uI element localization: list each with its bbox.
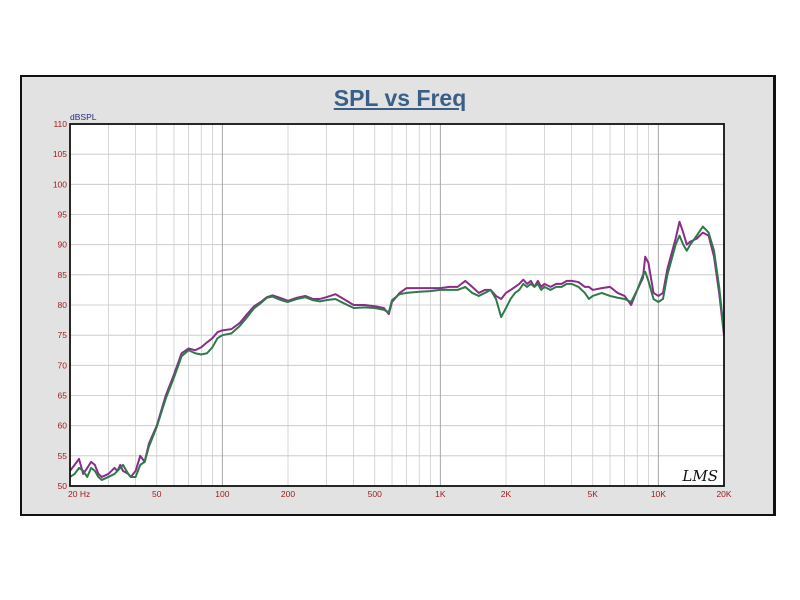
y-tick-label: 85 bbox=[58, 270, 68, 280]
y-axis-ticks: 50 55 60 65 70 75 80 85 90 95 100 105 110 bbox=[53, 119, 67, 491]
chart-title: SPL vs Freq bbox=[333, 85, 467, 111]
x-tick-label: 50 bbox=[152, 489, 162, 499]
x-tick-label: 100 bbox=[215, 489, 229, 499]
plot-border bbox=[69, 123, 725, 487]
x-tick-label: 200 bbox=[281, 489, 295, 499]
x-tick-label: 5K bbox=[588, 489, 599, 499]
y-tick-label: 50 bbox=[58, 481, 68, 491]
x-tick-label: 20K bbox=[716, 489, 731, 499]
y-tick-label: 65 bbox=[58, 391, 68, 401]
y-axis-label: dBSPL bbox=[70, 112, 97, 122]
y-tick-label: 80 bbox=[58, 300, 68, 310]
x-axis-ticks: 20 Hz 50 100 200 500 1K 2K 5K 10K 20K bbox=[68, 489, 732, 499]
x-tick-label: 20 Hz bbox=[68, 489, 90, 499]
x-tick-label: 1K bbox=[435, 489, 446, 499]
y-tick-label: 60 bbox=[58, 421, 68, 431]
lms-logo: LMS bbox=[681, 467, 718, 485]
y-tick-label: 55 bbox=[58, 451, 68, 461]
y-tick-label: 110 bbox=[53, 119, 67, 129]
y-tick-label: 70 bbox=[58, 360, 68, 370]
x-tick-label: 500 bbox=[368, 489, 382, 499]
y-tick-label: 105 bbox=[53, 149, 67, 159]
y-tick-label: 100 bbox=[53, 179, 67, 189]
y-tick-label: 75 bbox=[58, 330, 68, 340]
series-line-2 bbox=[69, 225, 725, 481]
x-tick-label: 2K bbox=[501, 489, 512, 499]
x-tick-label: 10K bbox=[651, 489, 666, 499]
y-tick-label: 90 bbox=[58, 240, 68, 250]
y-tick-label: 95 bbox=[58, 210, 68, 220]
data-series bbox=[69, 220, 725, 481]
